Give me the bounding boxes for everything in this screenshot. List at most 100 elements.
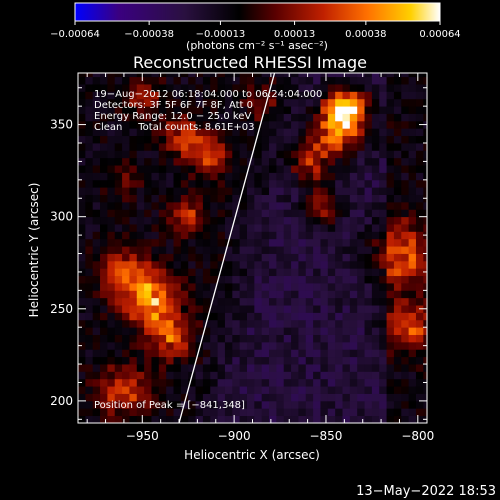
heatmap-cell bbox=[291, 341, 299, 350]
heatmap-cell bbox=[401, 194, 410, 203]
heatmap-cell bbox=[188, 341, 196, 350]
heatmap-cell bbox=[107, 165, 116, 173]
heatmap-cell bbox=[210, 400, 218, 409]
heatmap-cell bbox=[379, 157, 387, 166]
heatmap-cell bbox=[408, 283, 417, 291]
heatmap-cell bbox=[379, 187, 387, 195]
heatmap-cell bbox=[305, 349, 314, 358]
heatmap-cell bbox=[188, 334, 196, 343]
heatmap-cell bbox=[239, 371, 248, 380]
heatmap-cell bbox=[122, 386, 130, 394]
heatmap-cell bbox=[349, 378, 358, 387]
heatmap-cell bbox=[166, 260, 174, 269]
heatmap-cell bbox=[269, 393, 277, 402]
heatmap-cell bbox=[423, 73, 427, 78]
heatmap-cell bbox=[408, 98, 417, 107]
heatmap-cell bbox=[423, 106, 427, 114]
heatmap-cell bbox=[232, 194, 241, 203]
heatmap-cell bbox=[180, 143, 189, 151]
heatmap-cell bbox=[254, 216, 263, 225]
heatmap-cell bbox=[386, 216, 395, 225]
heatmap-cell bbox=[166, 106, 174, 114]
heatmap-cell bbox=[210, 113, 218, 122]
heatmap-cell bbox=[85, 84, 94, 92]
heatmap-cell bbox=[100, 238, 108, 247]
heatmap-cell bbox=[364, 319, 373, 328]
heatmap-cell bbox=[393, 305, 402, 313]
heatmap-cell bbox=[136, 91, 145, 100]
heatmap-cell bbox=[224, 290, 233, 299]
heatmap-cell bbox=[379, 231, 387, 240]
heatmap-cell bbox=[357, 268, 365, 277]
heatmap-cell bbox=[408, 334, 417, 343]
heatmap-cell bbox=[298, 106, 307, 114]
heatmap-cell bbox=[364, 334, 373, 343]
heatmap-cell bbox=[85, 246, 94, 254]
heatmap-cell bbox=[269, 150, 277, 159]
heatmap-cell bbox=[379, 371, 387, 380]
heatmap-cell bbox=[144, 260, 152, 269]
heatmap-cell bbox=[393, 157, 402, 166]
heatmap-cell bbox=[166, 283, 174, 291]
heatmap-cell bbox=[401, 253, 410, 262]
heatmap-cell bbox=[283, 98, 292, 107]
heatmap-cell bbox=[342, 194, 351, 203]
heatmap-cell bbox=[364, 231, 373, 240]
heatmap-cell bbox=[276, 224, 285, 232]
heatmap-cell bbox=[254, 386, 263, 394]
heatmap-cell bbox=[195, 275, 204, 284]
heatmap-cell bbox=[386, 84, 395, 92]
heatmap-cell bbox=[327, 113, 336, 122]
heatmap-cell bbox=[393, 378, 402, 387]
heatmap-cell bbox=[202, 305, 211, 313]
heatmap-cell bbox=[357, 253, 365, 262]
heatmap-cell bbox=[276, 408, 285, 417]
heatmap-cell bbox=[239, 393, 248, 402]
heatmap-cell bbox=[291, 106, 299, 114]
heatmap-cell bbox=[202, 400, 211, 409]
heatmap-cell bbox=[114, 84, 123, 92]
heatmap-cell bbox=[85, 290, 94, 299]
heatmap-cell bbox=[283, 371, 292, 380]
heatmap-cell bbox=[327, 246, 336, 254]
heatmap-cell bbox=[202, 283, 211, 291]
heatmap-cell bbox=[78, 224, 86, 232]
heatmap-cell bbox=[92, 290, 101, 299]
heatmap-cell bbox=[166, 135, 174, 144]
heatmap-cell bbox=[386, 349, 395, 358]
heatmap-cell bbox=[129, 378, 138, 387]
heatmap-cell bbox=[261, 216, 270, 225]
heatmap-cell bbox=[393, 415, 402, 423]
heatmap-cell bbox=[202, 386, 211, 394]
heatmap-cell bbox=[210, 194, 218, 203]
heatmap-cell bbox=[166, 364, 174, 372]
heatmap-cell bbox=[386, 415, 395, 423]
heatmap-cell bbox=[408, 128, 417, 137]
heatmap-cell bbox=[269, 179, 277, 188]
heatmap-cell bbox=[401, 378, 410, 387]
heatmap-cell bbox=[313, 371, 321, 380]
heatmap-cell bbox=[335, 120, 343, 129]
heatmap-cell bbox=[188, 378, 196, 387]
heatmap-cell bbox=[349, 128, 358, 137]
heatmap-cell bbox=[305, 238, 314, 247]
heatmap-cell bbox=[283, 143, 292, 151]
heatmap-cell bbox=[371, 283, 380, 291]
heatmap-cell bbox=[276, 305, 285, 313]
heatmap-cell bbox=[342, 76, 351, 85]
heatmap-cell bbox=[85, 312, 94, 321]
heatmap-cell bbox=[298, 231, 307, 240]
heatmap-cell bbox=[158, 172, 167, 181]
heatmap-cell bbox=[107, 76, 116, 85]
heatmap-cell bbox=[415, 238, 424, 247]
heatmap-cell bbox=[78, 91, 86, 100]
heatmap-cell bbox=[357, 305, 365, 313]
heatmap-cell bbox=[217, 253, 226, 262]
heatmap-cell bbox=[423, 76, 427, 85]
heatmap-cell bbox=[107, 84, 116, 92]
heatmap-cell bbox=[320, 393, 329, 402]
heatmap-cell bbox=[158, 378, 167, 387]
heatmap-cell bbox=[320, 364, 329, 372]
heatmap-cell bbox=[327, 378, 336, 387]
heatmap-cell bbox=[92, 319, 101, 328]
